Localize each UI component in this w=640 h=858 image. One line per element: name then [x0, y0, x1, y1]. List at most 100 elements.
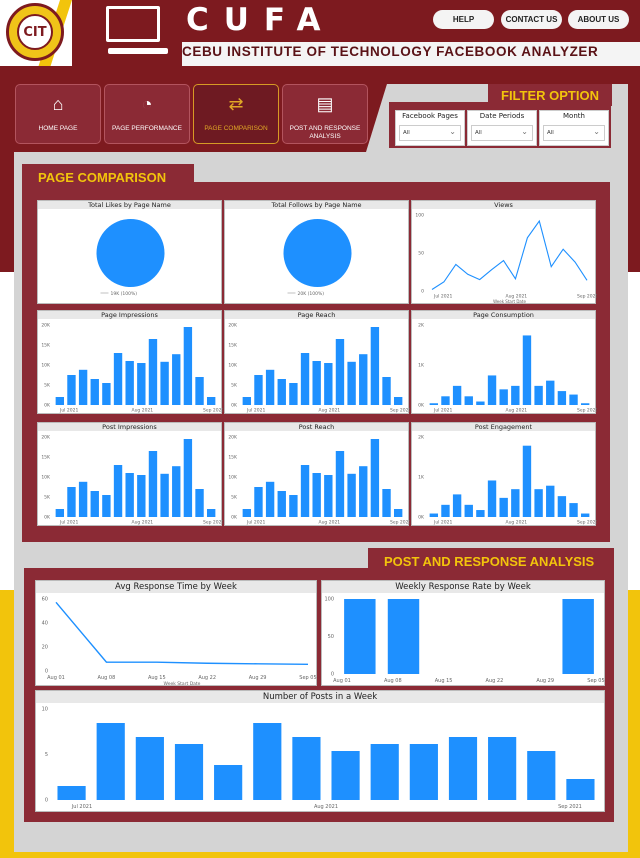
chart-title: Number of Posts in a Week	[36, 691, 604, 703]
series-line	[55, 601, 309, 666]
nav-home-page[interactable]: ⌂ HOME PAGE	[15, 84, 101, 144]
y-tick-label: 100	[324, 597, 334, 603]
pie-slice	[283, 219, 352, 287]
x-tick-label: Aug 2021	[314, 804, 338, 810]
x-tick-label: Aug 22	[198, 675, 216, 681]
chart-card-consumption: Page Consumption 0K 1K 2K Jul 2021 Aug 2021 Se…	[411, 310, 597, 414]
bar	[487, 480, 497, 517]
post-engagement-bar-chart: 0K 1K 2K Jul 2021 Aug 2021 Sep 2021	[418, 435, 597, 526]
x-tick-label: Sep 2021	[577, 294, 597, 300]
bar	[393, 397, 403, 405]
x-tick-label: Sep 05	[587, 678, 604, 684]
contact-us-button[interactable]: CONTACT US	[501, 10, 562, 29]
bar	[448, 737, 478, 800]
bar	[566, 779, 595, 800]
about-us-button[interactable]: ABOUT US	[568, 10, 629, 29]
bar	[137, 363, 146, 405]
nav-post-response-analysis[interactable]: ▤ POST AND RESPONSE ANALYSIS	[282, 84, 368, 144]
bar	[137, 475, 146, 517]
x-tick-label: Aug 2021	[319, 408, 341, 414]
bar	[359, 354, 368, 405]
y-tick-label: 5K	[231, 383, 238, 389]
bar	[569, 503, 578, 517]
y-tick-label: 10K	[41, 363, 51, 369]
x-tick-label: Sep 2021	[558, 804, 582, 810]
bar	[148, 451, 158, 517]
chart-title: Page Impressions	[38, 311, 221, 319]
y-tick-label: 20K	[41, 323, 51, 329]
x-tick-label: Aug 15	[148, 675, 166, 681]
bar	[265, 481, 275, 517]
y-tick-label: 20	[42, 645, 48, 651]
bar	[96, 723, 125, 800]
y-tick-label: 5K	[44, 383, 51, 389]
bar	[174, 744, 204, 800]
y-tick-label: 15K	[41, 343, 51, 349]
date-periods-dropdown[interactable]: All ⌄	[471, 125, 533, 141]
bar	[254, 487, 263, 517]
bar	[534, 385, 543, 405]
chart-card-post-reach: Post Reach 0K 5K 10K 15K 20K Jul 2021 Aug 2021 S…	[224, 422, 410, 526]
seal-center: CIT	[17, 14, 53, 50]
chevron-down-icon: ⌄	[521, 127, 528, 136]
app-subtitle: CEBU INSTITUTE OF TECHNOLOGY FACEBOOK AN…	[182, 44, 599, 59]
month-dropdown[interactable]: All ⌄	[543, 125, 605, 141]
bar	[214, 765, 243, 800]
nav-page-comparison[interactable]: ⇄ PAGE COMPARISON	[193, 84, 279, 144]
bar	[135, 737, 164, 800]
bar	[546, 380, 555, 405]
nav-label: POST AND RESPONSE ANALYSIS	[289, 125, 361, 140]
bar	[476, 401, 485, 405]
y-tick-label: 10	[42, 707, 48, 713]
y-tick-label: 0	[331, 672, 334, 678]
home-icon: ⌂	[52, 94, 64, 114]
y-tick-label: 2K	[418, 323, 425, 329]
bar	[569, 394, 578, 405]
bar	[55, 509, 65, 517]
y-tick-label: 10K	[41, 475, 51, 481]
bar	[522, 445, 532, 517]
bar	[172, 466, 181, 517]
bar	[335, 339, 345, 405]
y-tick-label: 15K	[228, 343, 238, 349]
bar	[441, 504, 450, 517]
bar	[476, 510, 485, 517]
nav-label: HOME PAGE	[38, 125, 78, 132]
bar	[580, 513, 590, 517]
x-tick-label: Aug 29	[536, 678, 554, 684]
post-response-title: POST AND RESPONSE ANALYSIS	[368, 548, 614, 574]
bar	[206, 397, 216, 405]
y-tick-label: 5	[45, 752, 48, 758]
views-line-chart: 0 50 100 Jul 2021 Aug 2021 Sep 2021 Week Start…	[415, 213, 597, 305]
x-tick-label: Aug 29	[249, 675, 267, 681]
bar	[160, 473, 169, 517]
bar	[464, 396, 473, 405]
facebook-pages-dropdown[interactable]: All ⌄	[399, 125, 461, 141]
bar	[324, 363, 333, 405]
chart-card-likes: Total Likes by Page Name 19K (100%)	[37, 200, 222, 304]
dropdown-value: All	[403, 130, 410, 136]
bar	[344, 599, 376, 674]
nav-label: PAGE COMPARISON	[204, 125, 268, 132]
chart-title: Page Consumption	[412, 311, 595, 319]
chart-card-post-engagement: Post Engagement 0K 1K 2K Jul 2021 Aug 2021 Sep…	[411, 422, 597, 526]
y-tick-label: 0K	[231, 515, 238, 521]
chart-card-reach: Page Reach 0K 5K 10K 15K 20K Jul 2021 Aug 2021 S…	[224, 310, 410, 414]
chart-title: Page Reach	[225, 311, 408, 319]
x-tick-label: Aug 2021	[132, 520, 154, 526]
bar	[125, 473, 134, 517]
bar	[265, 369, 275, 405]
bar	[78, 369, 88, 405]
bar	[183, 439, 193, 517]
nav-page-performance[interactable]: ◔ PAGE PERFORMANCE	[104, 84, 190, 144]
pie-data-label: 20K (100%)	[298, 291, 325, 297]
bar	[148, 339, 158, 405]
y-tick-label: 40	[42, 621, 48, 627]
filter-label: Facebook Pages	[402, 112, 458, 120]
x-tick-label: Jul 2021	[433, 294, 452, 300]
gauge-icon: ◔	[141, 94, 153, 114]
bar	[487, 375, 497, 405]
analysis-chart-icon: ▤	[316, 94, 334, 114]
bar	[300, 353, 310, 405]
help-button[interactable]: HELP	[433, 10, 494, 29]
